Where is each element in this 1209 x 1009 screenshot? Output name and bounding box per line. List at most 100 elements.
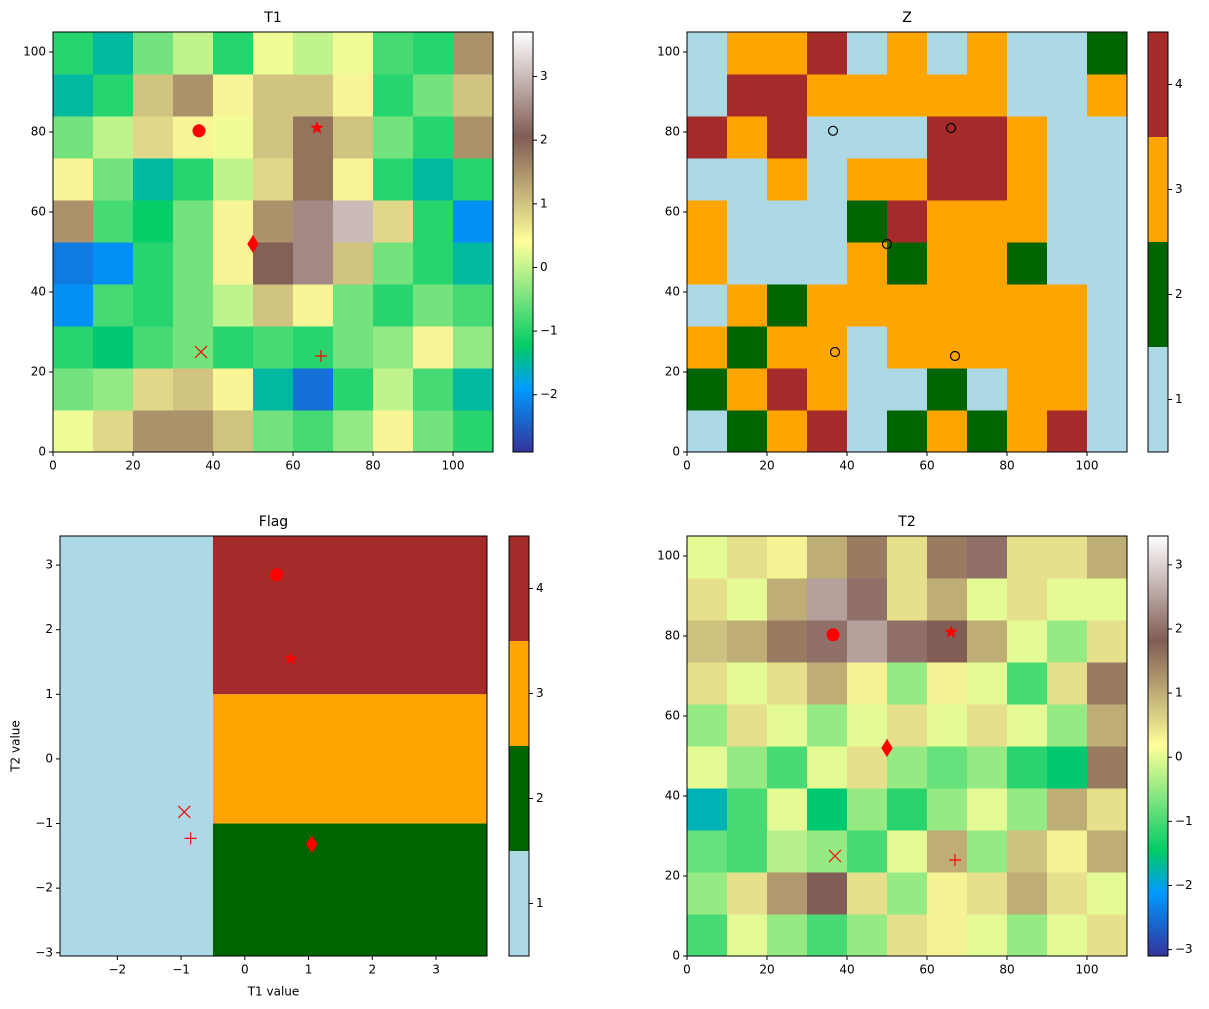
colorbar-tick-label: 2 (536, 791, 544, 805)
cell (887, 116, 928, 159)
cell (253, 200, 294, 243)
cell (767, 746, 808, 789)
cell (133, 200, 174, 243)
cell (727, 578, 768, 621)
colorbar-frame (512, 31, 534, 453)
cell (453, 410, 493, 452)
cell (333, 32, 374, 75)
cell (173, 200, 214, 243)
colorbar-tick-label: 3 (540, 69, 548, 83)
panel: −2 −1 0 1 2 3 −3 −2 −1 0 1 2 3 Flag T1 value T2 value 1 2… (9, 514, 544, 999)
cell (1047, 284, 1088, 327)
cell (1047, 746, 1088, 789)
cell (687, 536, 728, 579)
cell (1007, 368, 1048, 411)
marker (247, 234, 259, 254)
cell (847, 788, 888, 831)
colorbar-segment (1148, 347, 1168, 452)
panel: 0 20 40 60 80 100 0 20 40 60 80 100 T1 −2 −1 0 1 2 3 (23, 10, 558, 473)
cell (1007, 578, 1048, 621)
cell (727, 74, 768, 117)
cell (687, 872, 728, 915)
colorbar-fill (513, 32, 533, 452)
cell (93, 326, 134, 369)
chart-title: T1 (263, 10, 281, 26)
cell (687, 200, 728, 243)
cell (213, 284, 254, 327)
cell (847, 410, 888, 452)
cell (1047, 200, 1088, 243)
cell (1047, 830, 1088, 873)
cell (1047, 74, 1088, 117)
cell (1047, 32, 1088, 75)
cell (847, 116, 888, 159)
cell (1047, 326, 1088, 369)
cell (1007, 830, 1048, 873)
cell (1007, 326, 1048, 369)
x-tick-label: 60 (919, 459, 934, 473)
cell (293, 242, 334, 285)
cell (413, 368, 454, 411)
cell (727, 704, 768, 747)
cell (967, 872, 1008, 915)
cell (887, 284, 928, 327)
cell (133, 242, 174, 285)
cell (253, 326, 294, 369)
cell (1007, 116, 1048, 159)
cell (967, 914, 1008, 956)
colorbar-tick-label: 3 (1175, 557, 1183, 571)
cell (133, 158, 174, 201)
cell (373, 32, 414, 75)
cell (887, 368, 928, 411)
cell (253, 410, 294, 452)
cell (847, 662, 888, 705)
cell (807, 746, 848, 789)
cell (927, 158, 968, 201)
cell (687, 620, 728, 663)
x-axis-label: T1 value (247, 985, 300, 999)
cell (927, 326, 968, 369)
cell (93, 242, 134, 285)
y-tick-label: 80 (665, 629, 680, 643)
cell (727, 32, 768, 75)
y-tick-label: −3 (35, 945, 53, 959)
region (60, 536, 213, 956)
cell (687, 368, 728, 411)
cell (727, 788, 768, 831)
cell (927, 116, 968, 159)
cell (967, 788, 1008, 831)
cell (333, 284, 374, 327)
cell (847, 746, 888, 789)
cell (1007, 74, 1048, 117)
cell (887, 872, 928, 915)
cell (847, 872, 888, 915)
cell (1007, 662, 1048, 705)
cell (847, 158, 888, 201)
cell (293, 200, 334, 243)
marker (270, 568, 284, 582)
plot-area (53, 32, 493, 452)
x-tick-label: 1 (305, 963, 313, 977)
colorbar-segment (1148, 242, 1168, 347)
cell (727, 662, 768, 705)
cell (847, 704, 888, 747)
cell (887, 578, 928, 621)
cell (767, 872, 808, 915)
cell (333, 326, 374, 369)
cell (687, 410, 728, 452)
cell (727, 830, 768, 873)
cell (887, 662, 928, 705)
cell (453, 284, 493, 327)
cell (807, 410, 848, 452)
cell (1047, 704, 1088, 747)
cell (93, 74, 134, 117)
cell (927, 662, 968, 705)
cell (1087, 788, 1127, 831)
cell (767, 578, 808, 621)
cell (1007, 200, 1048, 243)
plot-area (687, 32, 1127, 452)
cell (807, 788, 848, 831)
colorbar-segment (1148, 137, 1168, 242)
cell (1087, 368, 1127, 411)
marker (944, 625, 958, 638)
